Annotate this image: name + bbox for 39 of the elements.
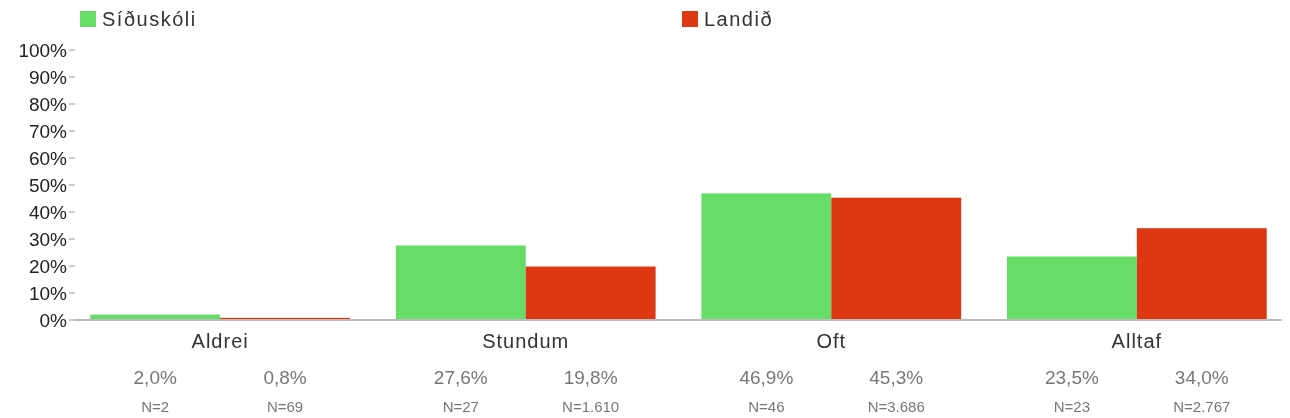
bar — [1006, 256, 1137, 320]
data-label: 23,5% — [1044, 367, 1099, 388]
bar — [395, 245, 526, 320]
data-label: 46,9% — [739, 367, 794, 388]
text: N=46 — [748, 398, 785, 415]
data-label: 45,3% — [869, 367, 924, 388]
y-tick-label: 60% — [28, 147, 68, 169]
y-tick-label: 10% — [28, 282, 68, 304]
y-tick-label: 100% — [18, 39, 68, 61]
y-tick-label: 30% — [28, 228, 68, 250]
data-label: 0,8% — [263, 367, 307, 388]
x-tick-label: Aldrei — [191, 330, 249, 352]
x-tick-label: Oft — [816, 330, 847, 352]
bar — [1136, 228, 1267, 320]
legend-label: Síðuskóli — [102, 8, 197, 30]
text: N=3.686 — [867, 398, 925, 415]
legend-label: Landið — [704, 8, 774, 30]
y-tick-label: 50% — [28, 174, 68, 196]
data-label: 2,0% — [133, 367, 177, 388]
text: N=2.767 — [1173, 398, 1231, 415]
bar — [701, 193, 832, 320]
bar — [525, 266, 656, 320]
text: N=23 — [1053, 398, 1091, 415]
y-tick-label: 20% — [28, 255, 68, 277]
y-tick-label: 80% — [28, 93, 68, 115]
data-label: 19,8% — [563, 367, 618, 388]
data-label: 27,6% — [433, 367, 488, 388]
text: N=27 — [442, 398, 479, 415]
text: N=1.610 — [562, 398, 620, 415]
bar — [831, 197, 962, 320]
data-label: 34,0% — [1174, 367, 1229, 388]
y-tick-label: 90% — [28, 66, 68, 88]
x-tick-label: Alltaf — [1111, 330, 1163, 352]
text: N=2 — [141, 398, 170, 415]
y-tick-label: 40% — [28, 201, 68, 223]
x-tick-label: Stundum — [482, 330, 570, 352]
text: N=69 — [266, 398, 304, 415]
y-tick-label: 0% — [39, 309, 68, 331]
y-tick-label: 70% — [28, 120, 68, 142]
